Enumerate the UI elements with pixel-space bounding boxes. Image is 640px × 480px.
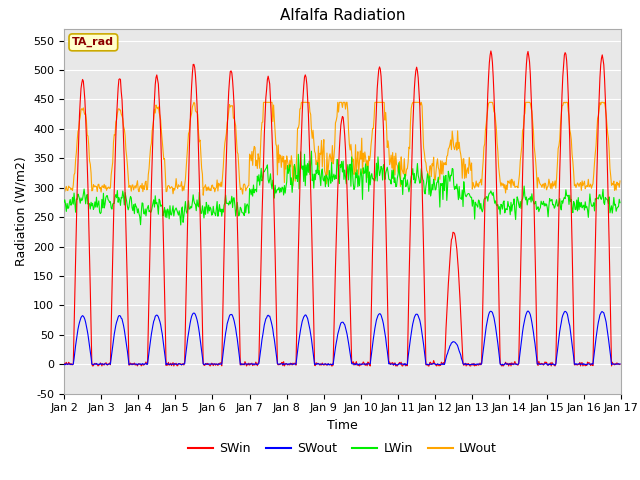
Y-axis label: Radiation (W/m2): Radiation (W/m2) [15, 156, 28, 266]
Title: Alfalfa Radiation: Alfalfa Radiation [280, 9, 405, 24]
Text: TA_rad: TA_rad [72, 37, 115, 48]
X-axis label: Time: Time [327, 419, 358, 432]
Legend: SWin, SWout, LWin, LWout: SWin, SWout, LWin, LWout [183, 437, 502, 460]
